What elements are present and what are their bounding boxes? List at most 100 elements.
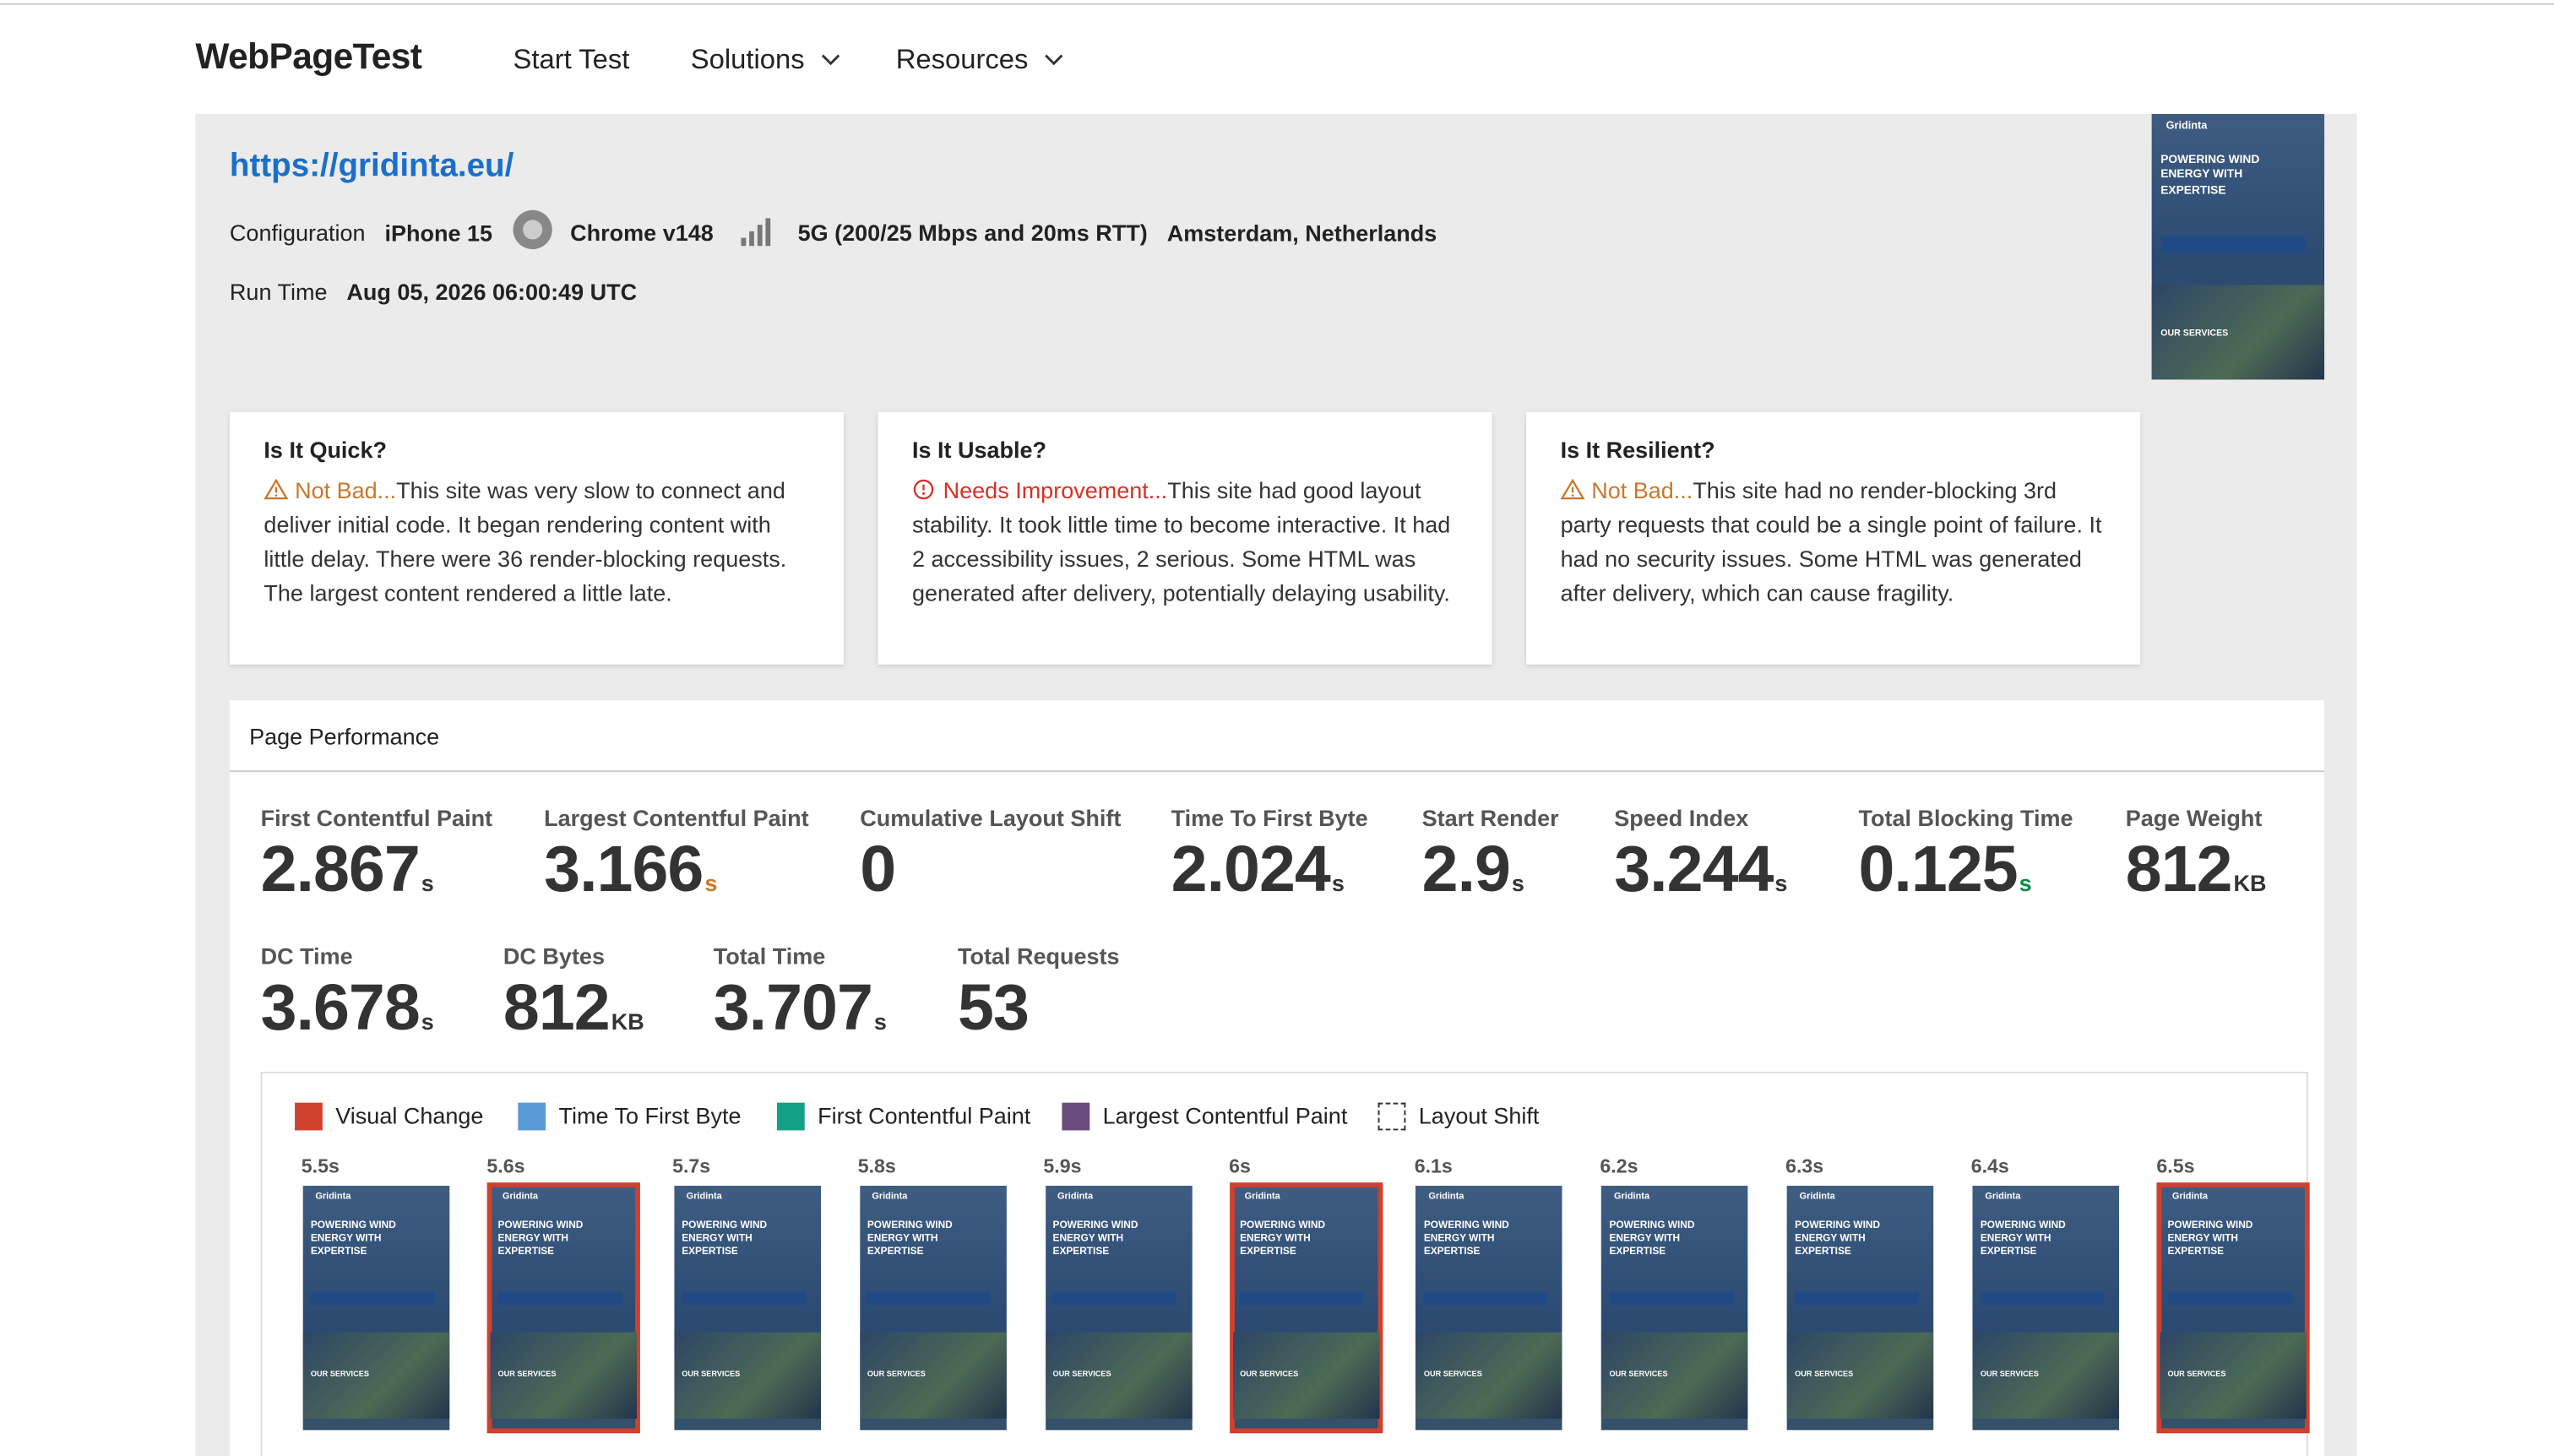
- metric-unit: s: [1331, 869, 1345, 896]
- thumb-section: OUR SERVICES: [1240, 1371, 1299, 1380]
- metric: 3.244 s: [1614, 834, 1787, 907]
- chevron: [1045, 54, 1063, 66]
- thumb-image: [674, 1333, 821, 1418]
- run-time-row: Run Time Aug 05, 2026 06:00:49 UTC: [230, 279, 637, 305]
- thumb-brand: Gridinta: [1985, 1192, 2021, 1202]
- metric-label: Speed Index: [1614, 804, 1749, 831]
- browser-icon: [513, 209, 553, 250]
- frame-thumbnail: Gridinta POWERING WIND ENERGY WITH EXPERT…: [2156, 1182, 2310, 1434]
- frame-label: 6s: [1229, 1154, 1251, 1178]
- connection: 5G (200/25 Mbps and 20ms RTT): [797, 219, 1148, 246]
- thumb-heading: POWERING WIND ENERGY WITH EXPERTISE: [2167, 1220, 2253, 1258]
- metric-label: Total Blocking Time: [1858, 804, 2073, 831]
- thumb-heading: POWERING WIND ENERGY WITH EXPERTISE: [1795, 1220, 1881, 1258]
- metric-value: 812: [2125, 834, 2233, 906]
- thumb-image: [1231, 1333, 1379, 1418]
- nav-link-text: Solutions: [690, 44, 805, 75]
- device: iPhone 15: [384, 219, 493, 246]
- thumb-heading: POWERING WIND ENERGY WITH EXPERTISE: [867, 1220, 953, 1258]
- metric-label: DC Bytes: [503, 943, 605, 970]
- metric-label: Total Time: [713, 943, 826, 970]
- thumb-brand: Gridinta: [1057, 1192, 1094, 1202]
- legend-swatch: [295, 1102, 323, 1131]
- legend-label: Largest Contentful Paint: [1102, 1102, 1348, 1129]
- legend-label: Visual Change: [335, 1102, 484, 1129]
- run-time-label: Run Time: [229, 278, 328, 305]
- metric-label: DC Time: [260, 943, 353, 970]
- thumb-brand: Gridinta: [1799, 1192, 1835, 1202]
- thumb-button: [1423, 1290, 1548, 1306]
- card-status: Not Bad...: [295, 477, 397, 503]
- card-status: Needs Improvement...: [943, 477, 1168, 503]
- thumb-heading: POWERING WIND ENERGY WITH EXPERTISE: [682, 1220, 768, 1258]
- frame-thumbnail: Gridinta POWERING WIND ENERGY WITH EXPERT…: [1787, 1185, 1934, 1431]
- thumb-heading: POWERING WIND ENERGY WITH EXPERTISE: [1423, 1220, 1509, 1258]
- metric-label: Total Requests: [957, 943, 1120, 970]
- metric-unit: s: [873, 1008, 887, 1035]
- metric-label: Time To First Byte: [1171, 804, 1368, 831]
- thumb-section: OUR SERVICES: [1609, 1371, 1668, 1380]
- thumb-button: [682, 1290, 806, 1306]
- thumb-section: OUR SERVICES: [310, 1371, 369, 1380]
- metric-value: 0.125: [1858, 834, 2018, 906]
- card-text: This site was very slow to connect and d…: [264, 477, 787, 606]
- metric: 812 KB: [503, 972, 644, 1046]
- thumb-heading: POWERING WIND ENERGY WITH EXPERTISE: [1052, 1220, 1138, 1258]
- frame-thumbnail: Gridinta POWERING WIND ENERGY WITH EXPERT…: [1229, 1182, 1383, 1434]
- metric: 2.9 s: [1422, 834, 1524, 907]
- metric-unit: s: [704, 869, 718, 896]
- metric: 2.024 s: [1171, 834, 1345, 907]
- thumb-button: [2160, 236, 2304, 253]
- metric-unit: s: [1511, 869, 1524, 896]
- metric-unit: s: [421, 869, 434, 896]
- assessment-card: Is It Resilient? Not Bad...This site had …: [1526, 411, 2141, 665]
- nav-link[interactable]: Start Test: [513, 44, 630, 75]
- nav-link[interactable]: Solutions: [691, 44, 842, 77]
- legend-label: Layout Shift: [1418, 1102, 1540, 1129]
- config-label: Configuration: [229, 219, 366, 246]
- thumb-brand: Gridinta: [1244, 1192, 1280, 1202]
- metric-value: 812: [503, 972, 611, 1045]
- thumb-brand: Gridinta: [1428, 1192, 1464, 1202]
- metric-label: Largest Contentful Paint: [544, 804, 809, 831]
- status-icon: [913, 479, 934, 500]
- metric-value: 53: [957, 972, 1030, 1045]
- thumb-brand: Gridinta: [2165, 121, 2208, 133]
- metric-value: 2.9: [1421, 834, 1511, 906]
- panel-title: Page Performance: [249, 723, 440, 750]
- card-body: Not Bad...This site was very slow to con…: [264, 474, 809, 611]
- thumb-section: OUR SERVICES: [682, 1371, 741, 1380]
- thumb-image: [490, 1333, 637, 1418]
- thumb-button: [1052, 1290, 1177, 1306]
- thumb-button: [310, 1290, 435, 1306]
- thumb-section: OUR SERVICES: [2167, 1371, 2226, 1380]
- metric-value: 3.166: [544, 834, 704, 906]
- thumb-brand: Gridinta: [315, 1192, 351, 1202]
- legend-swatch: [518, 1102, 546, 1131]
- logo[interactable]: WebPageTest: [195, 35, 422, 77]
- nav-link[interactable]: Resources: [896, 44, 1066, 77]
- legend-label: Time To First Byte: [558, 1102, 742, 1129]
- thumb-image: [1416, 1333, 1563, 1418]
- frame-thumbnail: Gridinta POWERING WIND ENERGY WITH EXPERT…: [302, 1185, 450, 1431]
- legend-swatch: [1378, 1102, 1406, 1131]
- url[interactable]: https://gridinta.eu/: [229, 148, 514, 184]
- card-title: Is It Resilient?: [1560, 436, 1715, 463]
- legend-swatch: [776, 1102, 805, 1131]
- thumb-button: [1240, 1290, 1364, 1306]
- thumb-image: [859, 1333, 1007, 1418]
- frame-thumbnail: Gridinta POWERING WIND ENERGY WITH EXPERT…: [486, 1182, 640, 1434]
- thumb-button: [1795, 1290, 1919, 1306]
- legend-label: First Contentful Paint: [818, 1102, 1031, 1129]
- thumb-image: [1045, 1333, 1192, 1418]
- thumb-section: OUR SERVICES: [2160, 329, 2229, 340]
- screenshot-thumbnail[interactable]: Gridinta POWERING WIND ENERGY WITH EXPERT…: [2151, 113, 2325, 380]
- card-body: Needs Improvement...This site had good l…: [912, 474, 1458, 611]
- thumb-heading: POWERING WIND ENERGY WITH EXPERTISE: [497, 1220, 584, 1258]
- thumb-brand: Gridinta: [2171, 1192, 2208, 1202]
- thumb-image: [1972, 1333, 2120, 1418]
- thumb-button: [1609, 1290, 1734, 1306]
- filmstrip: [260, 1071, 2308, 1456]
- status-icon: [264, 478, 289, 500]
